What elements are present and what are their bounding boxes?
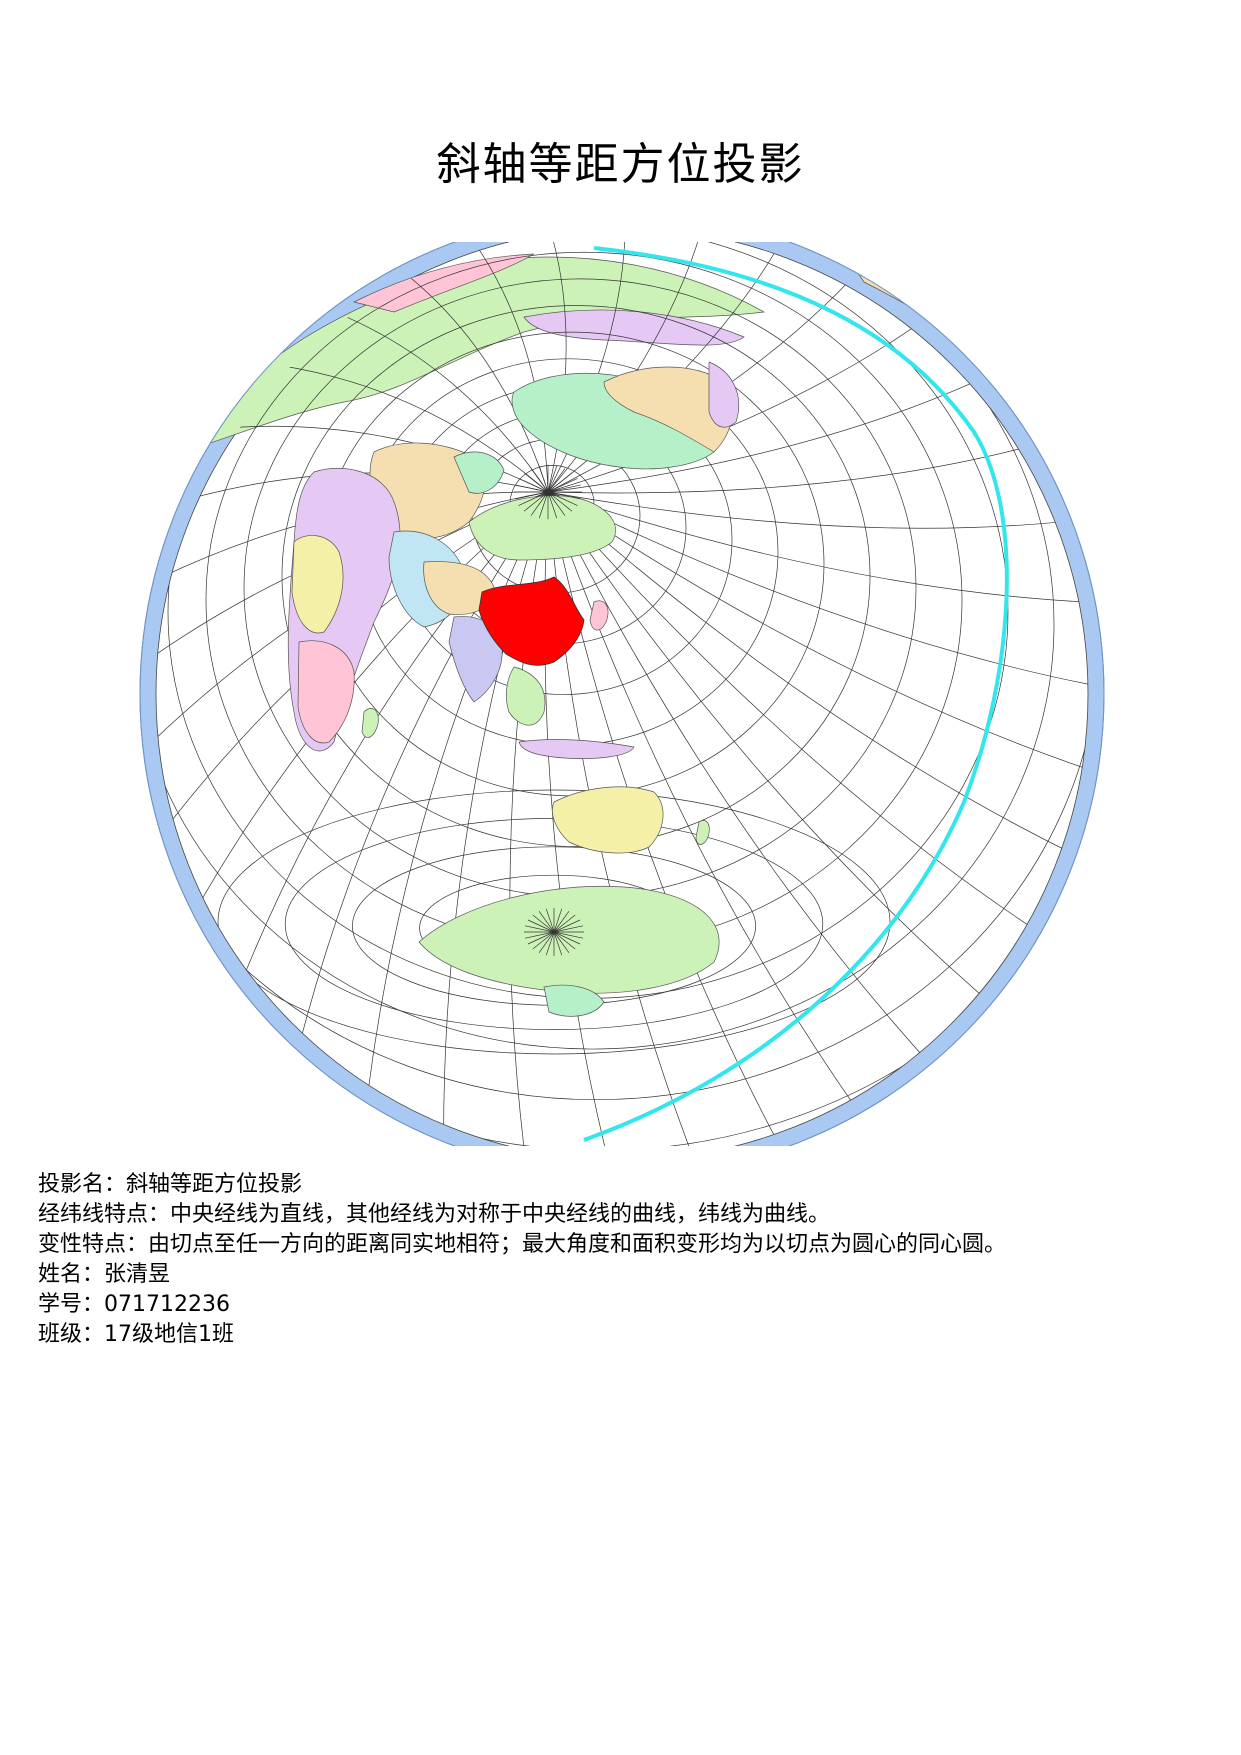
distortion-feature-line: 变性特点：由切点至任一方向的距离同实地相符；最大角度和面积变形均为以切点为圆心的… [38, 1232, 1007, 1257]
pole-fan-line [523, 491, 549, 512]
meridian-line [547, 491, 883, 1145]
pole-fan-line [553, 931, 581, 945]
projection-notes: 投影名：斜轴等距方位投影 经纬线特点：中央经线为直线，其他经线为对称于中央经线的… [38, 1170, 1006, 1350]
map-frame [124, 242, 1120, 1146]
landmass-new-zealand [695, 820, 710, 845]
pole-fan-line [538, 911, 555, 933]
pole-fan-line [553, 914, 576, 933]
landmass-greenland [352, 253, 535, 313]
meridian-line [443, 242, 549, 493]
meridian-line [547, 491, 957, 1093]
pole-fan-line [515, 484, 549, 493]
meridian-line [547, 491, 1073, 955]
pole-fan-line [518, 491, 549, 506]
pole-fan-line [553, 925, 584, 933]
landmass-north-asia-east [708, 361, 740, 428]
pole-fan-line [538, 465, 549, 493]
antipode-edge-line [583, 246, 1009, 1142]
landmass-africa-west [291, 535, 344, 634]
pole-fan-line [547, 472, 573, 493]
pole-fan-line [530, 468, 549, 493]
pole-fan-line [527, 919, 555, 933]
meridian-line [547, 359, 1021, 493]
pole-fan-line [553, 919, 581, 933]
projection-map [139, 242, 1105, 1146]
student-id-line: 学号：071712236 [38, 1292, 230, 1317]
class-line: 班级：17级地信1班 [38, 1322, 234, 1347]
author-name-line: 姓名：张清昱 [38, 1262, 171, 1287]
pole-fan-line [547, 491, 558, 519]
pole-fan-line [527, 931, 555, 945]
meridian-line [547, 433, 1073, 494]
pole-fan-line [530, 491, 549, 516]
pole-meridian-fans [514, 464, 584, 956]
pole-fan-line [524, 925, 555, 933]
globe-outline [139, 242, 1105, 1146]
pole-fan-line [553, 931, 563, 956]
pole-fan-line [547, 491, 566, 516]
page-title: 斜轴等距方位投影 [436, 139, 805, 190]
landmass-russia [468, 495, 616, 561]
landmass-canada [603, 366, 734, 453]
pole-fan-line [538, 491, 549, 519]
pole-fan-line [532, 931, 555, 950]
landmass-antarctic-peninsula [543, 984, 605, 1017]
graticule-feature-line: 经纬线特点：中央经线为直线，其他经线为对称于中央经线的曲线，纬线为曲线。 [38, 1202, 831, 1227]
pole-fan-line [547, 491, 578, 506]
pole-fan-line [524, 931, 555, 939]
pole-fan-line [518, 478, 549, 493]
meridian-line [547, 491, 1088, 695]
pole-fan-line [547, 468, 566, 493]
pole-fan-line [545, 931, 555, 956]
meridian-line [223, 491, 549, 1029]
pole-fan-line [553, 931, 570, 953]
landmass-antarctica [418, 885, 720, 994]
landmass-scandinavia [453, 451, 505, 494]
pole-fan-line [515, 491, 549, 500]
landmass-australia [552, 786, 664, 854]
meridian-line [547, 491, 1088, 529]
meridian-line [361, 491, 549, 1145]
meridian-line [287, 491, 549, 1093]
pole-fan-line [547, 465, 558, 493]
pole-fan-line [553, 911, 570, 933]
pole-fan-line [523, 472, 549, 493]
pole-fan-line [553, 908, 563, 933]
landmass-africa-south [297, 640, 355, 744]
parallel-line [217, 789, 891, 1055]
meridian-line [547, 491, 1088, 873]
parallel-line [156, 242, 1088, 1101]
landmass-japan [589, 600, 609, 631]
pole-fan-line [547, 491, 573, 512]
pole-fan-line [553, 931, 584, 939]
landmass-southeast-asia [505, 666, 546, 726]
pole-fan-line [547, 478, 578, 493]
meridian-line [547, 491, 1021, 1029]
pole-fan-line [532, 914, 555, 933]
parallel-line [156, 242, 1055, 1050]
pole-fan-line [547, 484, 581, 493]
pole-fan-line [545, 908, 555, 933]
landmass-madagascar [361, 708, 379, 738]
pole-fan-line [538, 931, 555, 953]
projection-name-line: 投影名：斜轴等距方位投影 [38, 1172, 303, 1197]
meridian-line [547, 491, 1088, 605]
landmass-indonesia [518, 739, 635, 759]
pole-fan-line [547, 491, 581, 500]
meridian-line [547, 491, 1088, 785]
pole-fan-line [553, 931, 576, 950]
highlight-china [478, 576, 585, 666]
